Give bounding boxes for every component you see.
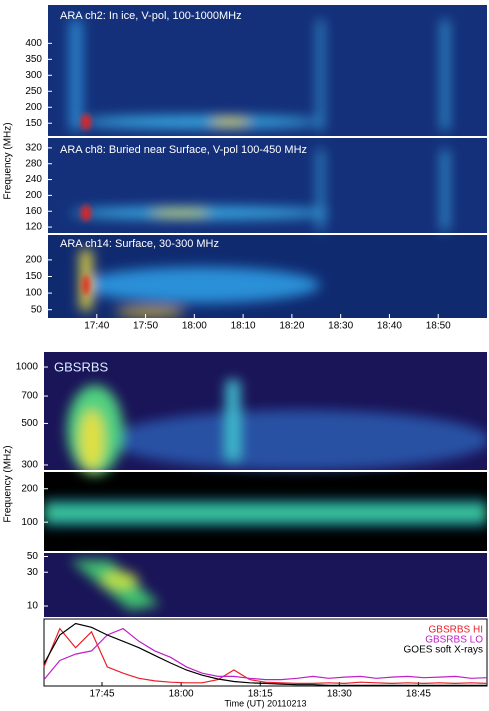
x-tick-label: 18:15: [248, 689, 273, 700]
y-tick-label: 320: [25, 143, 42, 154]
y-tick-label: 1000: [16, 362, 39, 373]
y-tick-label: 50: [27, 551, 39, 562]
y-tick-label: 350: [25, 54, 42, 65]
ara-spectrogram-texture: [48, 5, 487, 318]
y-tick-label: 30: [27, 567, 39, 578]
panel-title: GBSRBS: [54, 359, 109, 374]
x-tick-label: 18:20: [279, 321, 304, 332]
y-axis-label: Frequency (MHz): [3, 445, 14, 522]
y-tick-label: 200: [21, 483, 38, 494]
x-tick-label: 18:00: [169, 689, 194, 700]
light-curve: [43, 622, 487, 686]
legend-label: GBSRBS HI: [429, 625, 483, 636]
y-tick-label: 200: [25, 102, 42, 113]
x-tick-label: 18:00: [182, 321, 207, 332]
x-tick-label: 17:50: [133, 321, 158, 332]
panel-title: ARA ch2: In ice, V-pol, 100-1000MHz: [60, 10, 242, 22]
y-tick-label: 240: [25, 174, 42, 185]
y-tick-label: 120: [25, 222, 42, 233]
panel-title: ARA ch14: Surface, 30-300 MHz: [60, 238, 219, 250]
x-tick-label: 18:30: [327, 689, 352, 700]
y-tick-label: 700: [21, 391, 38, 402]
x-tick-label: 17:45: [89, 689, 114, 700]
y-tick-label: 10: [27, 601, 39, 612]
x-tick-label: 18:50: [426, 321, 451, 332]
panel-title: ARA ch8: Buried near Surface, V-pol 100-…: [60, 144, 307, 156]
y-tick-label: 400: [25, 38, 42, 49]
y-tick-label: 160: [25, 206, 42, 217]
y-tick-label: 100: [21, 517, 38, 528]
x-tick-label: 18:10: [231, 321, 256, 332]
y-tick-label: 50: [31, 304, 43, 315]
y-tick-label: 300: [25, 70, 42, 81]
x-tick-label: 17:40: [84, 321, 109, 332]
y-tick-label: 200: [25, 190, 42, 201]
y-tick-label: 100: [25, 288, 42, 299]
legend-label: GBSRBS LO: [425, 635, 483, 646]
y-axis-label: Frequency (MHz): [3, 122, 14, 199]
y-tick-label: 500: [21, 418, 38, 429]
x-tick-label: 18:40: [377, 321, 402, 332]
y-tick-label: 250: [25, 86, 42, 97]
y-tick-label: 150: [25, 271, 42, 282]
y-tick-label: 150: [25, 118, 42, 129]
y-tick-label: 280: [25, 158, 42, 169]
x-axis-label: Time (UT) 20110213: [224, 698, 306, 708]
y-tick-label: 200: [25, 255, 42, 266]
x-tick-label: 18:30: [328, 321, 353, 332]
legend-label: GOES soft X-rays: [404, 645, 483, 656]
gbsrbs-spectrogram-texture: [44, 352, 487, 617]
x-tick-label: 18:45: [406, 689, 431, 700]
light-curve: [43, 627, 488, 685]
light-curve: [43, 627, 488, 681]
y-tick-label: 300: [21, 460, 38, 471]
